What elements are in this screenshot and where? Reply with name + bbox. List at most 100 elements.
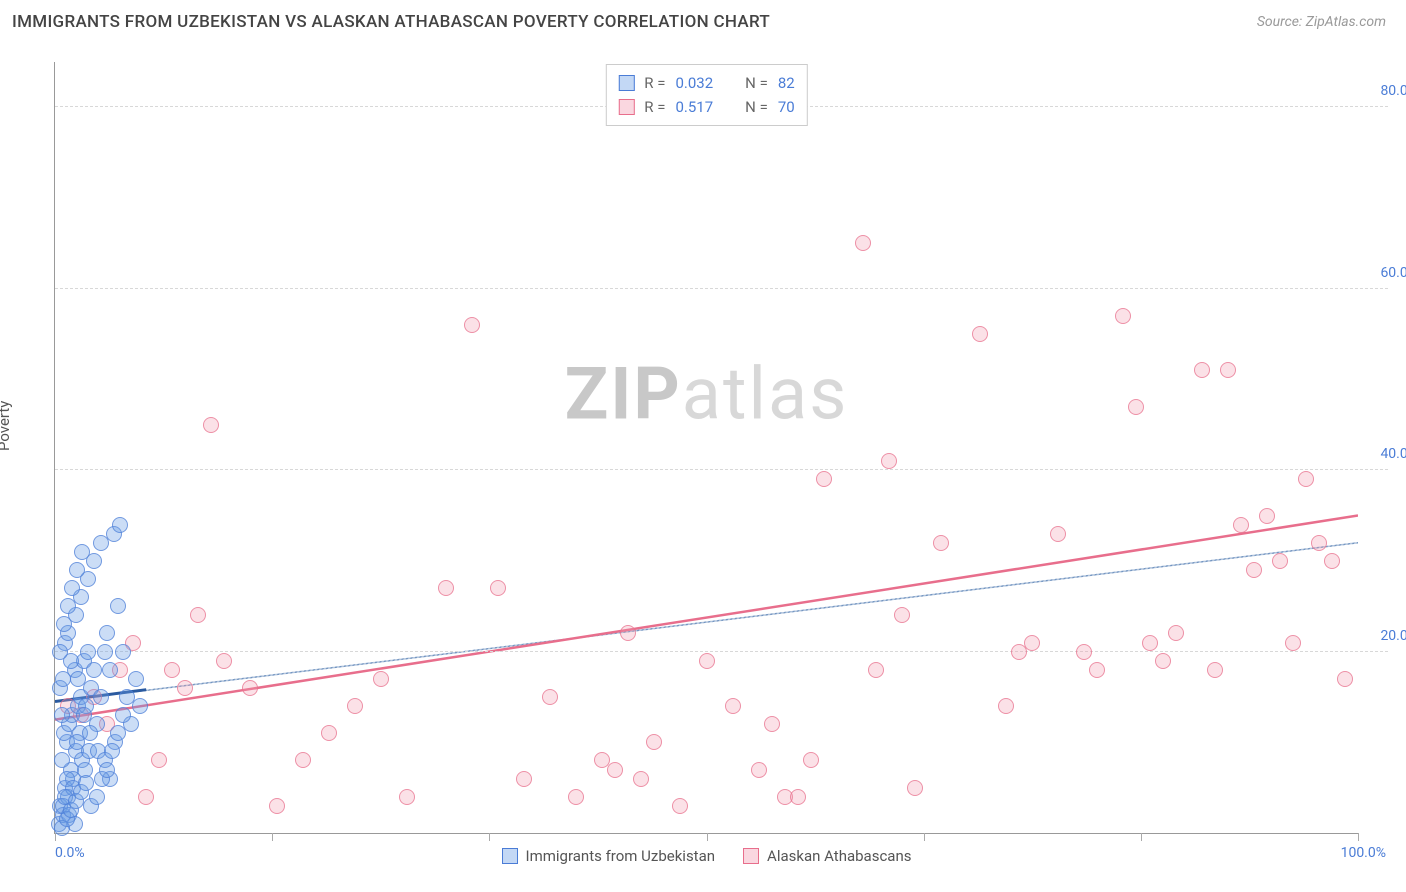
legend-n-value: 82: [778, 71, 795, 95]
scatter-point: [151, 752, 167, 768]
scatter-point: [972, 326, 988, 342]
legend-stat-row: R =0.032N =82: [618, 71, 794, 95]
legend-stats: R =0.032N =82R =0.517N =70: [605, 64, 807, 126]
trendlines: [55, 62, 1358, 833]
scatter-point: [1011, 644, 1027, 660]
scatter-point: [1298, 471, 1314, 487]
y-tick-label: 20.0%: [1368, 628, 1406, 644]
legend-r-value: 0.032: [675, 71, 713, 95]
scatter-point: [70, 671, 86, 687]
scatter-point: [52, 644, 68, 660]
scatter-point: [1128, 399, 1144, 415]
plot-area: ZIPatlas R =0.032N =82R =0.517N =70 0.0%…: [54, 62, 1358, 834]
gridline-h: [55, 651, 1388, 652]
scatter-point: [64, 580, 80, 596]
scatter-point: [164, 662, 180, 678]
chart-title: IMMIGRANTS FROM UZBEKISTAN VS ALASKAN AT…: [12, 12, 770, 32]
scatter-point: [132, 698, 148, 714]
scatter-point: [1285, 635, 1301, 651]
scatter-point: [1194, 362, 1210, 378]
scatter-point: [725, 698, 741, 714]
scatter-point: [80, 644, 96, 660]
scatter-point: [110, 598, 126, 614]
legend-series: Immigrants from Uzbekistan Alaskan Athaba…: [502, 847, 912, 865]
scatter-point: [177, 680, 193, 696]
scatter-point: [1207, 662, 1223, 678]
scatter-point: [568, 789, 584, 805]
scatter-point: [894, 607, 910, 623]
scatter-point: [1076, 644, 1092, 660]
x-tick: [924, 833, 925, 841]
legend-r-label: R =: [644, 95, 665, 119]
scatter-point: [74, 544, 90, 560]
scatter-point: [110, 725, 126, 741]
scatter-point: [933, 535, 949, 551]
scatter-point: [99, 762, 115, 778]
scatter-point: [69, 562, 85, 578]
scatter-point: [1259, 508, 1275, 524]
scatter-point: [1142, 635, 1158, 651]
scatter-point: [751, 762, 767, 778]
legend-series-item: Immigrants from Uzbekistan: [502, 847, 716, 865]
legend-n-label: N =: [745, 95, 768, 119]
scatter-point: [190, 607, 206, 623]
scatter-point: [855, 235, 871, 251]
scatter-point: [1089, 662, 1105, 678]
scatter-point: [1115, 308, 1131, 324]
scatter-point: [56, 616, 72, 632]
scatter-point: [295, 752, 311, 768]
legend-swatch: [743, 848, 759, 864]
scatter-point: [1324, 553, 1340, 569]
scatter-point: [128, 671, 144, 687]
y-axis-label: Poverty: [0, 401, 13, 451]
scatter-point: [490, 580, 506, 596]
scatter-point: [89, 789, 105, 805]
y-tick-label: 80.0%: [1368, 83, 1406, 99]
scatter-point: [112, 517, 128, 533]
scatter-point: [203, 417, 219, 433]
scatter-point: [464, 317, 480, 333]
x-tick: [272, 833, 273, 841]
legend-swatch: [618, 99, 634, 115]
chart-container: Poverty ZIPatlas R =0.032N =82R =0.517N …: [12, 44, 1394, 880]
x-tick: [707, 833, 708, 841]
scatter-point: [321, 725, 337, 741]
x-tick: [489, 833, 490, 841]
scatter-point: [99, 625, 115, 641]
scatter-point: [699, 653, 715, 669]
scatter-point: [607, 762, 623, 778]
x-axis-max-label: 100.0%: [1341, 845, 1386, 861]
scatter-point: [1233, 517, 1249, 533]
scatter-point: [399, 789, 415, 805]
legend-r-label: R =: [644, 71, 665, 95]
scatter-point: [60, 598, 76, 614]
scatter-point: [115, 644, 131, 660]
scatter-point: [1337, 671, 1353, 687]
scatter-point: [54, 707, 70, 723]
scatter-point: [907, 780, 923, 796]
scatter-point: [1220, 362, 1236, 378]
legend-swatch: [618, 75, 634, 91]
scatter-point: [86, 662, 102, 678]
scatter-point: [115, 707, 131, 723]
legend-series-label: Immigrants from Uzbekistan: [526, 847, 716, 865]
gridline-h: [55, 288, 1388, 289]
y-tick-label: 60.0%: [1368, 265, 1406, 281]
scatter-point: [881, 453, 897, 469]
scatter-point: [93, 689, 109, 705]
scatter-point: [672, 798, 688, 814]
scatter-point: [620, 625, 636, 641]
x-tick: [1358, 833, 1359, 841]
scatter-point: [816, 471, 832, 487]
scatter-point: [373, 671, 389, 687]
legend-swatch: [502, 848, 518, 864]
legend-series-label: Alaskan Athabascans: [767, 847, 911, 865]
scatter-point: [242, 680, 258, 696]
scatter-point: [1050, 526, 1066, 542]
legend-n-value: 70: [778, 95, 795, 119]
scatter-point: [1272, 553, 1288, 569]
scatter-point: [1311, 535, 1327, 551]
legend-series-item: Alaskan Athabascans: [743, 847, 911, 865]
scatter-point: [1155, 653, 1171, 669]
scatter-point: [1168, 625, 1184, 641]
